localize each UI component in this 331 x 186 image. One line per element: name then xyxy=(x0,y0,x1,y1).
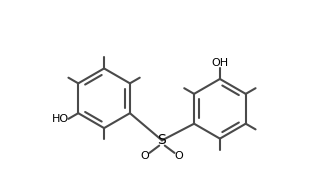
Text: O: O xyxy=(141,151,149,161)
Text: O: O xyxy=(175,151,183,161)
Text: OH: OH xyxy=(211,58,228,68)
Text: HO: HO xyxy=(52,114,69,124)
Text: S: S xyxy=(158,133,166,147)
